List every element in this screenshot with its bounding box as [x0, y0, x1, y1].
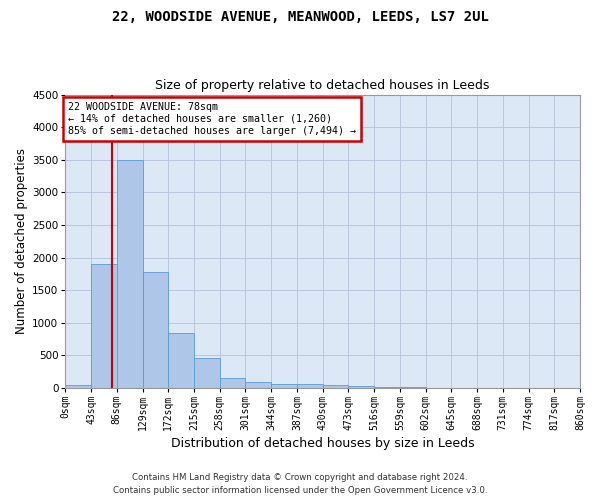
- Text: 22 WOODSIDE AVENUE: 78sqm
← 14% of detached houses are smaller (1,260)
85% of se: 22 WOODSIDE AVENUE: 78sqm ← 14% of detac…: [68, 102, 356, 136]
- X-axis label: Distribution of detached houses by size in Leeds: Distribution of detached houses by size …: [171, 437, 475, 450]
- Bar: [143, 272, 168, 388]
- Bar: [220, 378, 245, 388]
- Bar: [374, 386, 400, 388]
- Bar: [168, 333, 194, 388]
- Bar: [400, 387, 425, 388]
- Bar: [271, 384, 297, 388]
- Bar: [194, 358, 220, 388]
- Bar: [65, 384, 91, 388]
- Title: Size of property relative to detached houses in Leeds: Size of property relative to detached ho…: [155, 79, 490, 92]
- Text: 22, WOODSIDE AVENUE, MEANWOOD, LEEDS, LS7 2UL: 22, WOODSIDE AVENUE, MEANWOOD, LEEDS, LS…: [112, 10, 488, 24]
- Bar: [91, 264, 117, 388]
- Text: Contains HM Land Registry data © Crown copyright and database right 2024.
Contai: Contains HM Land Registry data © Crown c…: [113, 474, 487, 495]
- Bar: [349, 386, 374, 388]
- Bar: [297, 384, 323, 388]
- Bar: [323, 386, 349, 388]
- Bar: [117, 160, 143, 388]
- Y-axis label: Number of detached properties: Number of detached properties: [15, 148, 28, 334]
- Bar: [245, 382, 271, 388]
